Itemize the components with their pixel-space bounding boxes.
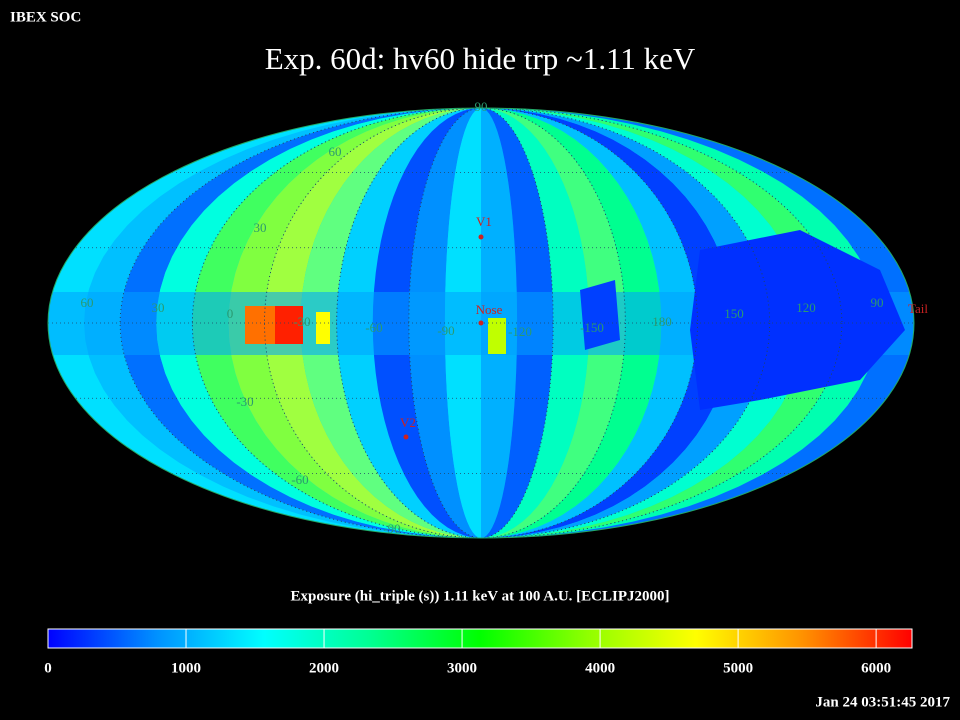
marker (478, 320, 484, 326)
colorbar-label: Exposure (hi_triple (s)) 1.11 keV at 100… (290, 588, 669, 604)
lon-label: -90 (437, 323, 454, 338)
colorbar (47, 628, 913, 649)
lat-label: -30 (236, 394, 253, 409)
map-band (228, 108, 481, 538)
colorbar-ticks: 0 1000 2000 3000 4000 5000 6000 (44, 629, 891, 676)
title: Exp. 60d: hv60 hide trp ~1.11 keV (265, 41, 696, 76)
map-band (481, 108, 626, 538)
colorbar-tick-label: 2000 (309, 660, 339, 676)
hot-spot (275, 306, 303, 344)
map-band (481, 108, 590, 538)
low-region (690, 230, 905, 410)
lon-label: -30 (293, 314, 310, 329)
lon-label: 120 (796, 300, 816, 315)
lon-label: -120 (508, 324, 532, 339)
marker-label: Nose (476, 302, 503, 317)
lon-label: 180 (652, 314, 672, 329)
lon-label: 0 (227, 306, 234, 321)
lat-label: 60 (329, 144, 342, 159)
hot-spot (488, 318, 506, 354)
lat-label: -60 (291, 472, 308, 487)
marker (478, 234, 484, 240)
graticule (191, 108, 771, 538)
map-band (408, 108, 481, 538)
graticule (408, 108, 554, 538)
marker (403, 434, 409, 440)
lon-label: -150 (580, 320, 604, 335)
lon-label: 90 (871, 295, 884, 310)
low-region (580, 280, 620, 350)
marker-label: Tail (908, 301, 928, 316)
lat-label: 90 (475, 99, 488, 114)
timestamp: Jan 24 03:51:45 2017 (815, 694, 950, 710)
lon-label: -60 (365, 320, 382, 335)
map-band (481, 108, 698, 538)
graticule (264, 108, 698, 538)
map-band (481, 108, 734, 538)
map-band (372, 108, 481, 538)
map-band (264, 108, 481, 538)
colorbar-tick-label: 5000 (723, 660, 753, 676)
source-label: IBEX SOC (10, 9, 81, 25)
marker-label: V2 (400, 415, 416, 430)
graticule (119, 108, 843, 538)
colorbar-tick-label: 6000 (861, 660, 891, 676)
map-band (481, 108, 662, 538)
lat-label: -90 (383, 521, 400, 536)
colorbar-tick-label: 3000 (447, 660, 477, 676)
marker-label: V1 (476, 214, 492, 229)
map-band (336, 108, 481, 538)
lat-label: 30 (254, 220, 267, 235)
hot-spot (245, 306, 275, 344)
lon-label: 150 (724, 306, 744, 321)
map-outline (47, 107, 915, 539)
colorbar-tick-label: 1000 (171, 660, 201, 676)
colorbar-tick-label: 0 (44, 660, 52, 676)
map-band (300, 108, 481, 538)
hot-spot (316, 312, 330, 344)
lon-label: 60 (81, 295, 94, 310)
map-labels: 90 60 30 -30 -60 -90 60 30 0 -30 -60 -90… (81, 99, 929, 536)
colorbar-tick-label: 4000 (585, 660, 615, 676)
lon-label: 30 (152, 300, 165, 315)
